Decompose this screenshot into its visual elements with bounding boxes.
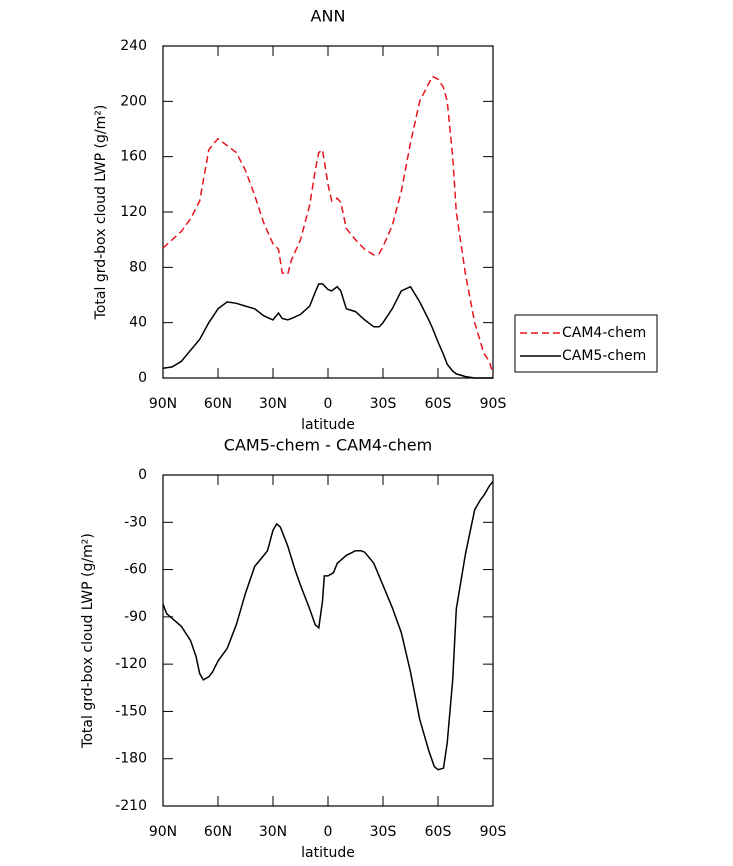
y-tick-label: 0 [138,467,147,483]
y-axis-label: Total grd-box cloud LWP (g/m²) [93,105,109,321]
x-axis-label: latitude [301,845,355,861]
legend-label: CAM4-chem [562,325,646,341]
y-tick-label: 120 [120,204,147,220]
y-tick-label: -60 [124,562,147,578]
x-tick-label: 30S [370,396,397,412]
chart-title: ANN [311,7,346,26]
y-tick-label: -210 [115,798,147,814]
x-tick-label: 90N [149,824,177,840]
x-tick-label: 30N [259,396,287,412]
x-axis-label: latitude [301,417,355,433]
x-tick-label: 0 [324,396,333,412]
x-tick-label: 0 [324,824,333,840]
legend-box [514,314,658,373]
y-tick-label: -30 [124,514,147,530]
y-tick-label: -120 [115,656,147,672]
data-line [162,75,494,375]
x-tick-label: 60S [425,824,452,840]
y-tick-label: 160 [120,149,147,165]
data-line [162,283,493,379]
x-tick-label: 30S [370,824,397,840]
x-tick-label: 60N [204,824,232,840]
x-tick-label: 60S [425,396,452,412]
y-axis-label: Total grd-box cloud LWP (g/m²) [80,533,96,749]
y-tick-label: 240 [120,38,147,54]
y-tick-label: 200 [120,93,147,109]
y-tick-label: 0 [138,370,147,386]
data-line [162,480,494,771]
plot-frame [162,474,494,807]
x-tick-label: 90S [480,396,507,412]
x-tick-label: 90S [480,824,507,840]
y-tick-label: -180 [115,751,147,767]
legend-label: CAM5-chem [562,348,646,364]
x-tick-label: 60N [204,396,232,412]
plot-frame [162,45,494,379]
chart-title: CAM5-chem - CAM4-chem [224,436,432,455]
y-tick-label: 40 [129,315,147,331]
y-tick-label: -150 [115,703,147,719]
y-tick-label: -90 [124,609,147,625]
x-tick-label: 30N [259,824,287,840]
y-tick-label: 80 [129,259,147,275]
x-tick-label: 90N [149,396,177,412]
